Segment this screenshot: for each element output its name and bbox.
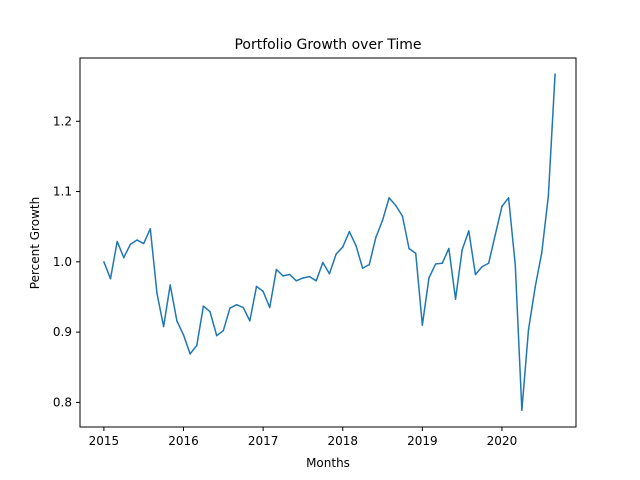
x-tick-label: 2018 (327, 434, 358, 448)
data-point (109, 277, 112, 280)
x-tick-label: 2015 (89, 434, 120, 448)
data-point (308, 275, 311, 278)
data-point (361, 267, 364, 269)
data-point (262, 290, 264, 293)
data-point (461, 249, 463, 251)
data-point (335, 253, 337, 255)
data-point (282, 275, 284, 277)
data-point (149, 228, 152, 230)
data-point (428, 277, 430, 279)
data-point (242, 306, 244, 309)
x-tick-label: 2016 (168, 434, 199, 448)
data-point (474, 273, 477, 276)
data-point (481, 266, 483, 268)
data-point (268, 306, 271, 309)
data-point (295, 280, 298, 282)
x-tick-label: 2017 (248, 434, 279, 448)
data-point (156, 292, 158, 295)
data-point (315, 280, 317, 282)
data-point (123, 256, 125, 259)
data-point (103, 261, 105, 263)
data-point (375, 236, 377, 238)
data-point (414, 252, 417, 255)
data-point (341, 246, 344, 248)
data-point (302, 277, 304, 279)
chart-title: Portfolio Growth over Time (234, 37, 421, 53)
y-tick-label: 1.1 (53, 185, 72, 199)
data-point (189, 353, 191, 355)
y-tick-label: 1.2 (53, 114, 72, 128)
y-tick-label: 0.8 (53, 395, 72, 409)
data-point (395, 204, 397, 207)
data-point (468, 230, 470, 232)
data-point (521, 409, 523, 411)
data-point (454, 298, 457, 300)
data-point (507, 197, 510, 199)
x-axis-label: Months (306, 456, 350, 470)
x-axis: 2015 2016 2017 2018 2019 2020 (89, 427, 518, 448)
x-tick-label: 2020 (487, 434, 518, 448)
y-axis-label: Percent Growth (28, 197, 42, 289)
data-point (215, 334, 218, 337)
data-point (401, 215, 404, 217)
data-point (162, 325, 165, 328)
data-point (322, 261, 324, 264)
data-point (368, 263, 370, 266)
data-point (487, 262, 490, 264)
data-point (182, 334, 185, 336)
y-tick-label: 0.9 (53, 325, 72, 339)
data-point (441, 262, 443, 264)
data-point (249, 320, 251, 322)
data-point (355, 244, 357, 247)
x-tick-label: 2019 (407, 434, 438, 448)
data-point (434, 263, 437, 265)
data-point (421, 324, 424, 326)
data-point (235, 303, 238, 306)
data-point (388, 197, 390, 199)
data-point (129, 243, 132, 246)
data-point (534, 286, 536, 288)
data-point (408, 247, 410, 250)
data-point (136, 239, 138, 241)
plot-area (103, 73, 556, 411)
data-point (116, 240, 118, 243)
data-point (222, 329, 225, 332)
data-point (255, 285, 258, 288)
y-tick-label: 1.0 (53, 255, 72, 269)
y-axis: 0.8 0.9 1.0 1.1 1.2 (53, 114, 80, 409)
data-point (554, 73, 556, 75)
data-point (209, 310, 211, 313)
data-point (275, 268, 278, 271)
data-point (202, 305, 205, 307)
data-point (288, 273, 291, 276)
data-point (176, 320, 178, 322)
data-point (142, 242, 145, 245)
axes-frame (79, 57, 577, 428)
data-point (328, 273, 331, 275)
data-point (514, 263, 516, 266)
data-point (547, 195, 550, 197)
data-point (381, 219, 384, 222)
data-point (229, 307, 231, 309)
data-point (169, 284, 171, 286)
data-point (501, 205, 503, 208)
data-point (527, 329, 530, 331)
data-point (196, 344, 198, 347)
data-point (448, 247, 450, 250)
data-point (541, 251, 543, 254)
data-point (494, 233, 497, 236)
data-point (348, 230, 351, 233)
